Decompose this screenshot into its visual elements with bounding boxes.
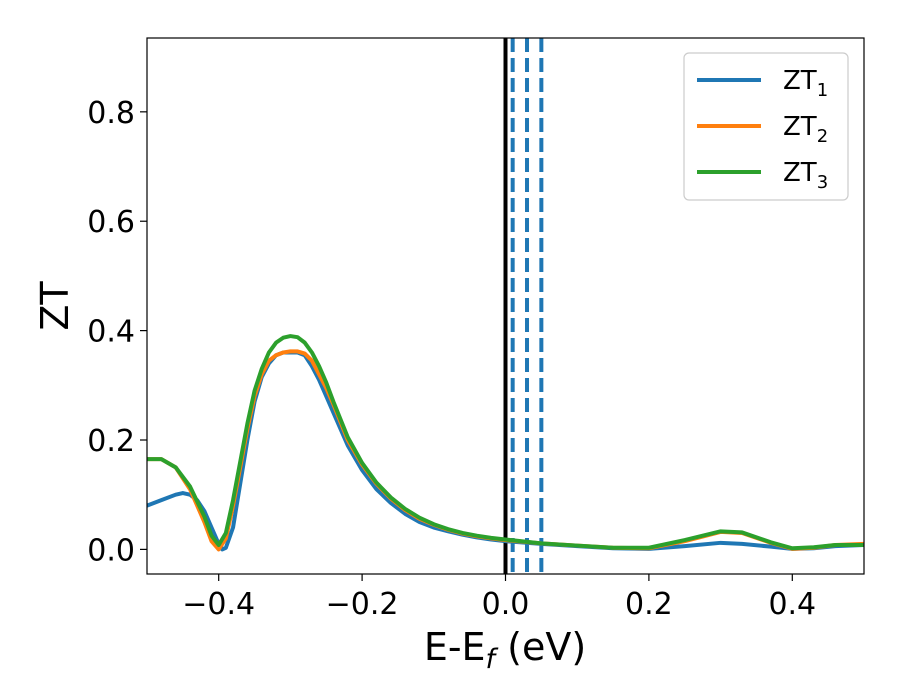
y-tick-label: 0.6 [87,205,135,240]
y-axis-ticks: 0.0 0.2 0.4 0.6 0.8 [87,96,147,568]
series-layer [147,334,864,552]
x-tick-label: −0.2 [326,587,399,622]
legend-label-zt3: ZT3 [783,158,828,193]
x-tick-label: 0.2 [625,587,673,622]
legend-box [683,52,849,201]
x-axis-label: E-Ef (eV) [424,625,586,675]
legend-label-zt2: ZT2 [783,112,828,147]
legend-label-zt1: ZT1 [783,66,828,101]
x-tick-label: 0.4 [768,587,816,622]
y-tick-label: 0.2 [87,424,135,459]
legend: ZT1 ZT2 ZT3 [683,52,849,201]
series-line-zt3 [147,334,864,551]
x-tick-label: −0.4 [182,587,255,622]
x-axis-ticks: −0.4 −0.2 0.0 0.2 0.4 [182,574,816,622]
y-tick-label: 0.0 [87,533,135,568]
y-axis-label: ZT [33,281,77,331]
x-tick-label: 0.0 [482,587,530,622]
y-tick-label: 0.8 [87,96,135,131]
vertical-lines [503,38,544,574]
y-tick-label: 0.4 [87,315,135,350]
